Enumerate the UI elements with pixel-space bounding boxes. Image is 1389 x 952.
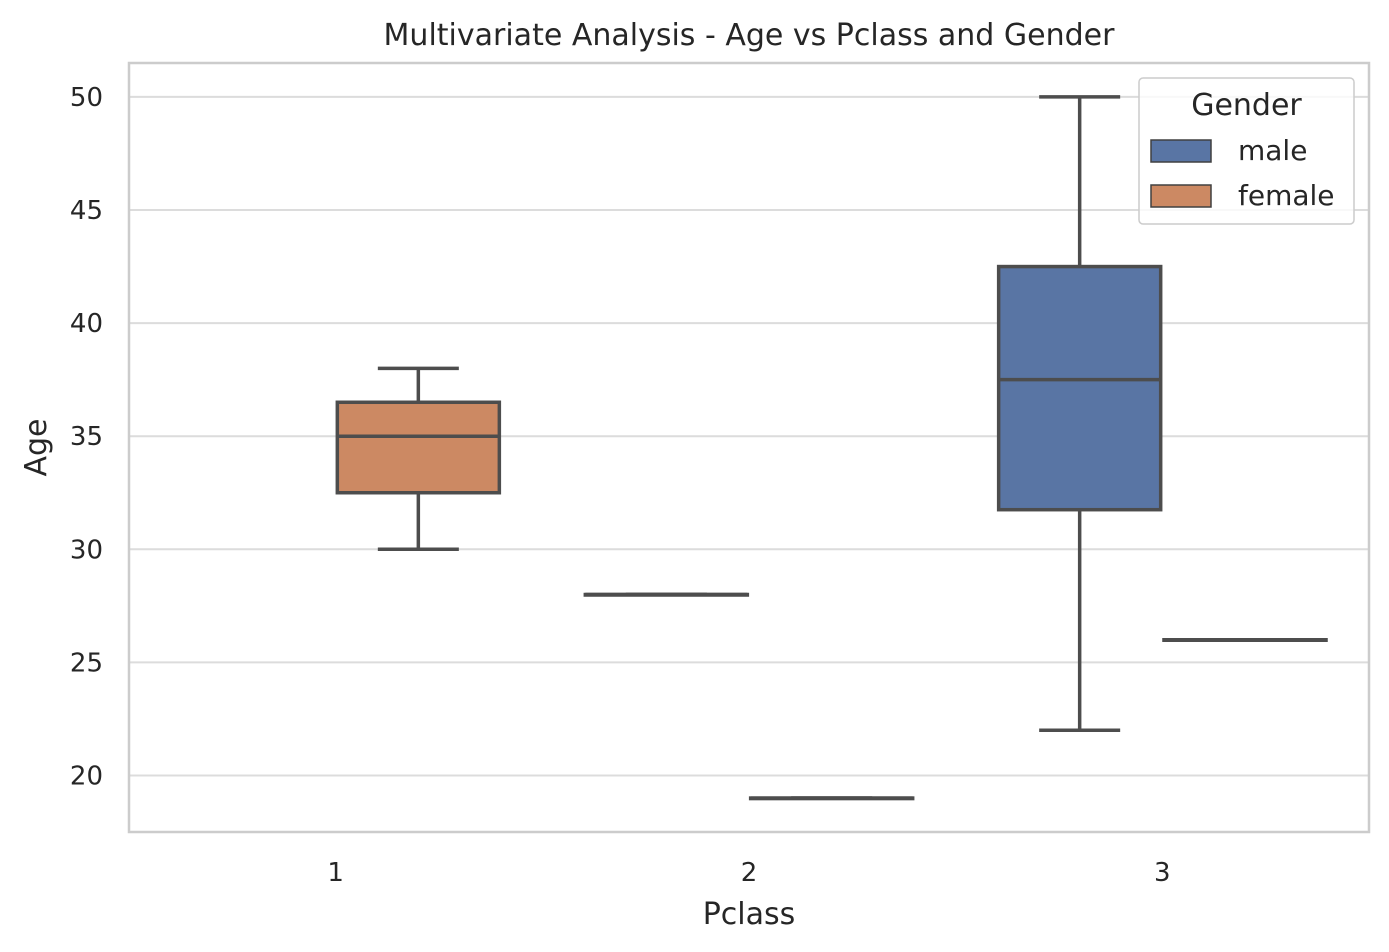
y-tick-label: 35	[70, 422, 103, 452]
x-tick-label: 1	[327, 858, 344, 888]
y-tick-label: 50	[70, 83, 103, 113]
legend-swatch-male	[1150, 139, 1212, 163]
legend: Gender male female	[1138, 77, 1355, 225]
legend-entries: male female	[1150, 134, 1335, 212]
x-axis-label: Pclass	[703, 897, 796, 932]
x-tick-label: 2	[741, 858, 758, 888]
y-tick-label: 45	[70, 196, 103, 226]
y-tick-label: 30	[70, 535, 103, 565]
legend-swatch-female	[1150, 184, 1212, 208]
plot-frame	[127, 61, 1371, 834]
box-body	[996, 264, 1163, 512]
tick-layer: 20 25 30 35 40 45 50 1 2 3	[70, 83, 1171, 888]
chart-title: Multivariate Analysis - Age vs Pclass an…	[384, 18, 1116, 53]
box-male-pclass-3	[996, 95, 1163, 732]
box-female-pclass-2	[748, 796, 915, 801]
legend-title: Gender	[1191, 88, 1302, 123]
box-female-pclass-1	[335, 366, 502, 552]
box-male-pclass-2	[583, 592, 750, 597]
legend-label-male: male	[1238, 134, 1307, 167]
y-axis-label: Age	[19, 418, 54, 476]
y-tick-label: 20	[70, 761, 103, 791]
y-tick-label: 25	[70, 648, 103, 678]
box-body	[335, 400, 502, 495]
box-layer	[335, 95, 1328, 801]
box-female-pclass-3	[1162, 638, 1328, 642]
legend-label-female: female	[1238, 179, 1335, 212]
x-tick-label: 3	[1154, 858, 1171, 888]
y-tick-label: 40	[70, 309, 103, 339]
